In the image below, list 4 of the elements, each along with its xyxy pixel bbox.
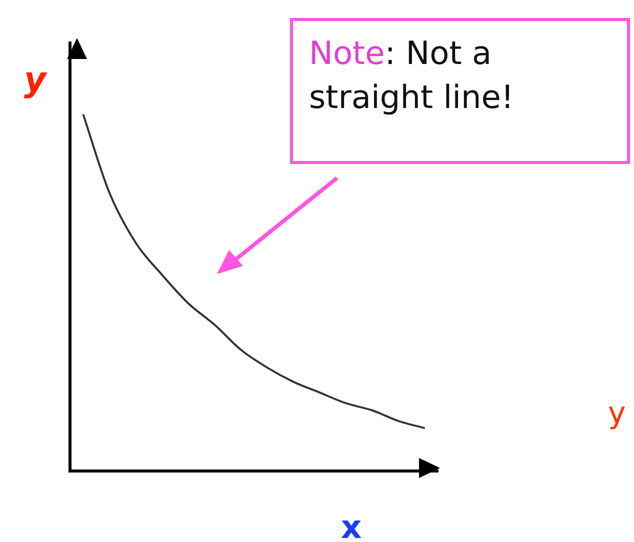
x-axis-title: x <box>341 508 362 542</box>
annotation: Note: Not a straight line! <box>290 18 630 164</box>
y-axis-title: y <box>24 60 46 100</box>
text: y <box>608 396 626 431</box>
